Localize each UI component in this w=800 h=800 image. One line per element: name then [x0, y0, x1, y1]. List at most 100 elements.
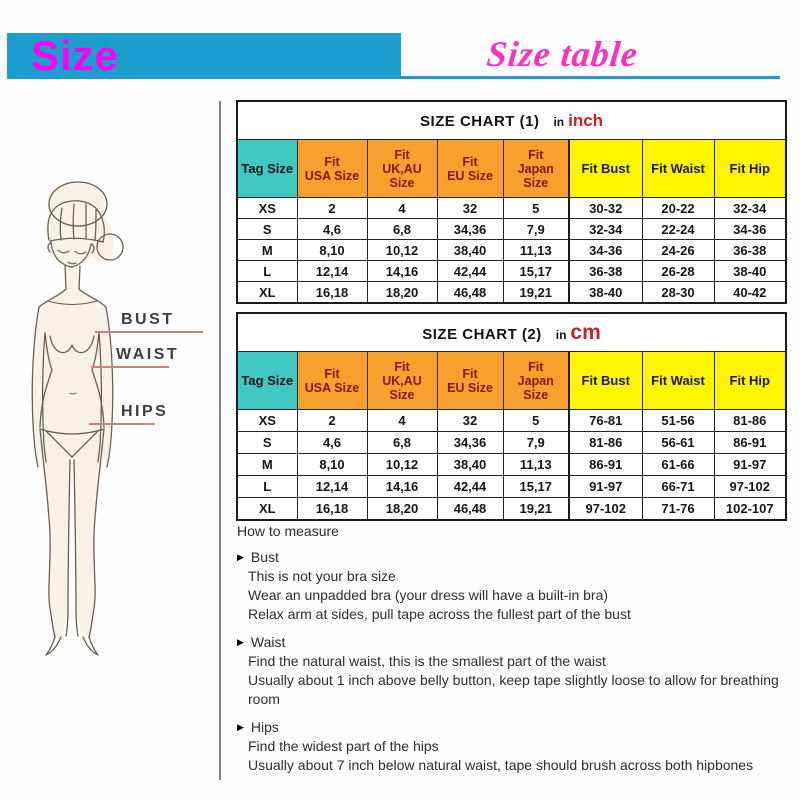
triangle-bullet-icon: ▶	[237, 551, 244, 562]
cell: 102-107	[713, 497, 787, 521]
cell: 11,13	[502, 239, 570, 261]
cell: 91-97	[713, 453, 787, 476]
size-heading: Size	[31, 32, 120, 79]
cell: 51-56	[641, 409, 715, 432]
cell: 36-38	[568, 260, 643, 282]
woman-figure-illustration	[31, 181, 124, 656]
unit-word: in	[553, 114, 565, 129]
cell: 34,36	[436, 218, 504, 240]
measure-line-text: Usually about 1 inch above belly button,…	[248, 672, 779, 707]
measure-line-text: Find the widest part of the hips	[248, 738, 439, 754]
how-to-measure-heading: How to measure	[237, 523, 339, 539]
measure-item-lines: Find the natural waist, this is the smal…	[248, 652, 793, 709]
cell: 14,16	[366, 475, 438, 498]
table-title-row: SIZE CHART (1) in inch	[236, 100, 787, 140]
cell: 86-91	[713, 431, 787, 454]
cell: 15,17	[502, 475, 570, 498]
cell: 11,13	[502, 453, 570, 476]
table-row: XS 2 4 32 5 30-32 20-22 32-34	[236, 197, 787, 219]
measure-item-label: Hips	[250, 719, 279, 735]
cell: 32-34	[713, 197, 787, 219]
measure-line-text: Usually about 7 inch below natural waist…	[248, 757, 754, 773]
cell: 16,18	[296, 281, 368, 304]
triangle-bullet-icon: ▶	[237, 721, 244, 732]
cell: 10,12	[366, 239, 438, 261]
header-cell: Fit UK,AU Size	[366, 139, 438, 198]
hips-pointer-line	[89, 423, 155, 425]
header-cell: Fit Japan Size	[502, 139, 570, 198]
size-table-heading: Size table	[484, 34, 641, 74]
unit-name: inch	[568, 110, 604, 130]
header-cell: Fit Waist	[641, 351, 715, 410]
cell: 32-34	[568, 218, 643, 240]
header-cell: Fit UK,AU Size	[366, 351, 438, 410]
cell: 4,6	[296, 431, 368, 454]
cell: 2	[296, 409, 368, 432]
cell: 38-40	[713, 260, 787, 282]
size-header-bar: Size	[7, 33, 401, 79]
table-title: SIZE CHART (2) in cm	[236, 312, 787, 352]
cell: 81-86	[568, 431, 643, 454]
cell: 6,8	[366, 431, 438, 454]
cell: L	[236, 475, 298, 498]
cell: 26-28	[641, 260, 715, 282]
cell: 38,40	[436, 239, 504, 261]
cell: 34-36	[713, 218, 787, 240]
cell: 81-86	[713, 409, 787, 432]
waist-label: WAIST	[116, 346, 180, 363]
cell: 91-97	[568, 475, 643, 498]
header-cell: Fit Bust	[568, 139, 643, 198]
header-cell: Tag Size	[236, 351, 298, 410]
cell: 15,17	[502, 260, 570, 282]
table-row: S 4,6 6,8 34,36 7,9 81-86 56-61 86-91	[236, 431, 787, 454]
cell: 6,8	[366, 218, 438, 240]
table-title: SIZE CHART (1) in inch	[236, 100, 787, 140]
cell: 22-24	[641, 218, 715, 240]
cell: 30-32	[568, 197, 643, 219]
table-title-row: SIZE CHART (2) in cm	[236, 312, 787, 352]
cell: 2	[296, 197, 368, 219]
cell: 38,40	[436, 453, 504, 476]
cell: 4	[366, 409, 438, 432]
header-cell: Tag Size	[236, 139, 298, 198]
measure-line-text: This is not your bra size	[248, 568, 396, 584]
cell: 42,44	[436, 475, 504, 498]
table-row: S 4,6 6,8 34,36 7,9 32-34 22-24 34-36	[236, 218, 787, 240]
table-row: M 8,10 10,12 38,40 11,13 86-91 61-66 91-97	[236, 453, 787, 476]
table-header-row: Tag Size Fit USA Size Fit UK,AU Size Fit…	[236, 351, 787, 410]
bust-pointer-line	[95, 331, 203, 333]
chart-title: SIZE CHART (1)	[419, 112, 540, 130]
measure-item-lines: This is not your bra size Wear an unpadd…	[248, 567, 793, 624]
triangle-bullet-icon: ▶	[237, 636, 244, 647]
cell: 8,10	[296, 239, 368, 261]
cell: 38-40	[568, 281, 643, 304]
table-row: L 12,14 14,16 42,44 15,17 91-97 66-71 97-102	[236, 475, 787, 498]
cell: 66-71	[641, 475, 715, 498]
cell: 8,10	[296, 453, 368, 476]
unit-word: in	[555, 327, 567, 342]
vertical-divider	[219, 101, 221, 780]
measure-item-title: ▶ Waist	[237, 634, 793, 650]
header-underline	[7, 76, 780, 79]
waist-pointer-line	[91, 366, 169, 368]
cell: 36-38	[713, 239, 787, 261]
cell: 86-91	[568, 453, 643, 476]
cell: 97-102	[568, 497, 643, 521]
cell: 10,12	[366, 453, 438, 476]
measure-item-label: Waist	[250, 634, 286, 650]
header-cell: Fit EU Size	[436, 139, 504, 198]
measure-item-hips: ▶ Hips Find the widest part of the hips …	[237, 719, 793, 775]
measure-line-text: Wear an unpadded bra (your dress will ha…	[248, 587, 609, 603]
header-cell: Fit USA Size	[296, 139, 368, 198]
cell: M	[236, 239, 298, 261]
cell: 46,48	[436, 497, 504, 521]
header-cell: Fit Hip	[713, 351, 787, 410]
cell: 61-66	[641, 453, 715, 476]
chart-title: SIZE CHART (2)	[422, 325, 542, 343]
cell: S	[236, 431, 298, 454]
cell: 76-81	[568, 409, 643, 432]
cell: 4	[366, 197, 438, 219]
cell: 24-26	[641, 239, 715, 261]
size-chart-2-table: SIZE CHART (2) in cm Tag Size Fit USA Size…	[236, 312, 788, 521]
